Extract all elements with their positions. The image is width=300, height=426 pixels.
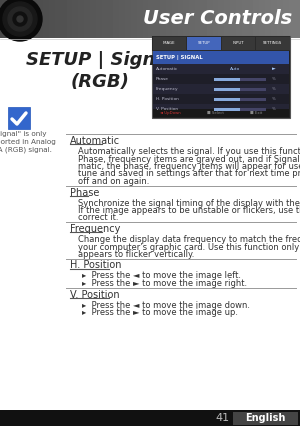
Text: H. Position: H. Position [70, 261, 122, 271]
Text: tune and saved in settings after that for next time projector turns: tune and saved in settings after that fo… [78, 170, 300, 178]
Bar [153, 84, 289, 94]
Circle shape [0, 0, 42, 41]
Text: H. Position: H. Position [156, 97, 179, 101]
Text: Phase: Phase [70, 187, 99, 198]
Bar [153, 94, 289, 104]
Text: %: % [272, 87, 276, 91]
Bar [256, 37, 290, 50]
Text: V. Position: V. Position [156, 107, 178, 111]
Bar [153, 109, 289, 117]
Text: %: % [272, 77, 276, 81]
Text: Automatic: Automatic [70, 136, 120, 146]
Bar [214, 98, 240, 101]
Text: matic, the phase, frequency items will appear for user to manually: matic, the phase, frequency items will a… [78, 162, 300, 171]
Text: Frequency: Frequency [70, 224, 120, 234]
Text: appears to flicker vertically.: appears to flicker vertically. [78, 250, 194, 259]
Text: Phase, frequency items are grayed out, and if Signal is not auto-: Phase, frequency items are grayed out, a… [78, 155, 300, 164]
Bar [153, 51, 289, 64]
Text: your computer’s graphic card. Use this function only if the image: your computer’s graphic card. Use this f… [78, 242, 300, 251]
Bar [8, 107, 30, 129]
Text: "Signal" is only
supported in Analog
VGA (RGB) signal.: "Signal" is only supported in Analog VGA… [0, 131, 56, 153]
Text: %: % [272, 97, 276, 101]
Bar [214, 87, 240, 90]
Text: Auto: Auto [230, 67, 240, 71]
Text: Change the display data frequency to match the frequency of: Change the display data frequency to mat… [78, 235, 300, 244]
Text: SETUP: SETUP [197, 41, 210, 46]
Text: IMAGE: IMAGE [163, 41, 175, 46]
Text: ▸  Press the ◄ to move the image left.: ▸ Press the ◄ to move the image left. [82, 271, 241, 280]
Text: SETUP | SIGNAL: SETUP | SIGNAL [156, 55, 203, 60]
Text: INPUT: INPUT [232, 41, 244, 46]
Text: SETUP | Signal
(RGB): SETUP | Signal (RGB) [26, 51, 174, 91]
Bar [233, 412, 298, 424]
Bar [214, 87, 266, 90]
Circle shape [17, 16, 23, 22]
Bar [152, 36, 290, 118]
Bar [0, 410, 300, 426]
Circle shape [3, 2, 37, 36]
Text: ▸  Press the ► to move the image up.: ▸ Press the ► to move the image up. [82, 308, 238, 317]
Bar [221, 37, 255, 50]
Text: ►: ► [272, 66, 276, 72]
Text: English: English [245, 413, 285, 423]
Bar [152, 36, 290, 51]
Text: V. Position: V. Position [70, 290, 120, 299]
Circle shape [8, 7, 32, 31]
Bar [214, 78, 240, 81]
Text: Frequency: Frequency [156, 87, 178, 91]
Bar [214, 107, 240, 110]
Text: ■ Exit: ■ Exit [250, 111, 262, 115]
Bar [153, 104, 289, 114]
Text: If the image appears to be unstable or flickers, use this function to: If the image appears to be unstable or f… [78, 206, 300, 215]
Text: ◄ UpDown: ◄ UpDown [160, 111, 181, 115]
Bar [214, 98, 266, 101]
Bar [152, 37, 186, 50]
Bar [214, 78, 266, 81]
Text: Automatic: Automatic [156, 67, 178, 71]
Circle shape [13, 12, 27, 26]
Text: Automatically selects the signal. If you use this function, the: Automatically selects the signal. If you… [78, 147, 300, 156]
Text: 41: 41 [216, 413, 230, 423]
Text: off and on again.: off and on again. [78, 177, 149, 186]
Text: User Controls: User Controls [143, 9, 292, 29]
Text: correct it.: correct it. [78, 213, 118, 222]
Text: ▸  Press the ► to move the image right.: ▸ Press the ► to move the image right. [82, 279, 247, 288]
Bar [153, 64, 289, 74]
Text: ▸  Press the ◄ to move the image down.: ▸ Press the ◄ to move the image down. [82, 300, 250, 310]
Text: Phase: Phase [156, 77, 169, 81]
Text: %: % [272, 107, 276, 111]
Bar [187, 37, 220, 50]
Bar [153, 74, 289, 84]
Text: Synchronize the signal timing of the display with the graphic card.: Synchronize the signal timing of the dis… [78, 199, 300, 207]
Bar [214, 107, 266, 110]
Text: SETTINGS: SETTINGS [263, 41, 282, 46]
Text: ■ Select: ■ Select [207, 111, 224, 115]
